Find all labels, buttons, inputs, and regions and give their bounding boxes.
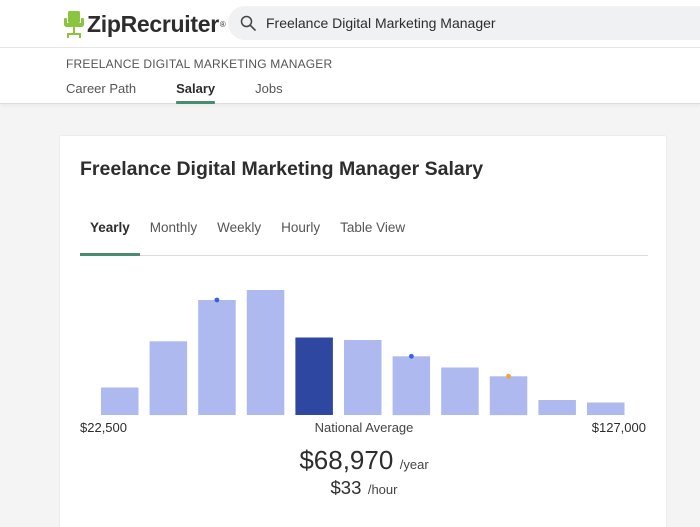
breadcrumb: FREELANCE DIGITAL MARKETING MANAGER [66,57,333,71]
range-min-label: $22,500 [80,420,127,435]
histogram-marker [506,373,511,379]
search-input[interactable]: Freelance Digital Marketing Manager [266,15,496,31]
average-hourly: $33 /hour [60,477,668,499]
histogram-bar-national-average[interactable] [295,337,333,416]
brand-reg: ® [219,19,226,29]
sub-header: FREELANCE DIGITAL MARKETING MANAGER Care… [0,48,700,104]
histogram-bar[interactable] [392,356,431,416]
average-hourly-unit: /hour [367,482,398,497]
brand-name: ZipRecruiter [87,10,219,37]
histogram-marker [214,297,220,303]
top-bar: ZipRecruiter ® Freelance Digital Marketin… [0,0,700,48]
tab-weekly[interactable]: Weekly [217,220,262,235]
tab-career-path[interactable]: Career Path [66,81,137,96]
histogram-marker [409,353,414,359]
histogram-bar[interactable] [441,367,479,416]
average-yearly: $68,970 /year [60,445,668,476]
average-yearly-unit: /year [399,457,429,472]
search-icon [240,15,256,31]
histogram-bar[interactable] [489,376,528,416]
tab-yearly[interactable]: Yearly [80,212,140,256]
histogram-bar[interactable] [149,341,188,416]
chair-logo-icon [64,11,84,38]
salary-card: Freelance Digital Marketing Manager Sala… [59,135,667,527]
search-bar[interactable]: Freelance Digital Marketing Manager [228,6,700,40]
histogram-bar[interactable] [344,340,382,415]
tab-table-view[interactable]: Table View [340,220,406,235]
card-title: Freelance Digital Marketing Manager Sala… [80,158,484,180]
tab-jobs[interactable]: Jobs [255,81,283,96]
national-average-label: National Average [314,420,414,435]
tab-monthly[interactable]: Monthly [149,220,198,235]
histogram-bar[interactable] [587,402,625,416]
nav-tabs: Career Path Salary Jobs [66,81,323,104]
range-max-label: $127,000 [591,420,646,435]
average-hourly-value: $33 [330,477,362,498]
period-tabs: Yearly Monthly Weekly Hourly Table View [80,212,648,256]
histogram-bar[interactable] [198,300,236,415]
average-yearly-value: $68,970 [299,445,394,475]
tab-hourly[interactable]: Hourly [281,220,321,235]
histogram-bar[interactable] [101,387,139,416]
histogram-bar[interactable] [246,290,285,415]
histogram-bar[interactable] [538,400,576,415]
tab-salary[interactable]: Salary [176,81,216,104]
salary-histogram [101,290,625,416]
ziprecruiter-logo[interactable]: ZipRecruiter ® [64,9,226,39]
